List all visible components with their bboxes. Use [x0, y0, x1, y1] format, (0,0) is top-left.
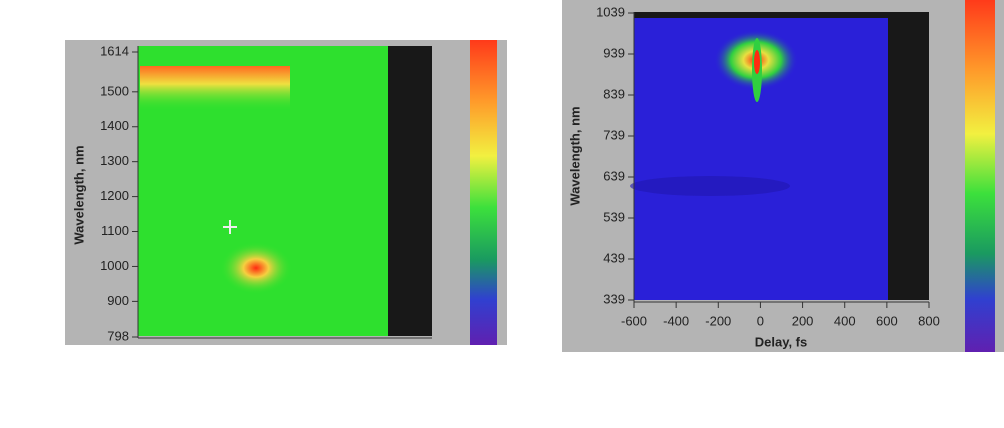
- dark-region: [388, 46, 432, 336]
- x-tick-label: -600: [621, 313, 647, 328]
- y-tick-label: 1100: [101, 223, 129, 238]
- y-tick-label: 1039: [596, 4, 625, 19]
- y-tick-label: 839: [603, 86, 625, 101]
- y-tick-label: 339: [603, 291, 625, 306]
- y-tick-label: 1400: [100, 118, 129, 133]
- y-tick-label: 739: [603, 127, 625, 142]
- heat-feature: [754, 50, 760, 74]
- y-axis-label: Wavelength, nm: [71, 145, 86, 244]
- x-axis-label: Delay, fs: [755, 334, 808, 349]
- y-tick-label: 1500: [100, 83, 129, 98]
- y-tick-label: 1000: [100, 258, 129, 273]
- x-tick-label: 600: [876, 313, 898, 328]
- y-tick-label: 939: [603, 45, 625, 60]
- y-axis-label: Wavelength, nm: [567, 106, 582, 205]
- x-tick-label: -200: [705, 313, 731, 328]
- y-tick-label: 539: [603, 209, 625, 224]
- x-tick-label: 400: [834, 313, 856, 328]
- heat-feature: [140, 66, 290, 111]
- x-tick-label: 800: [918, 313, 940, 328]
- x-tick-label: 0: [757, 313, 764, 328]
- y-tick-label: 639: [603, 168, 625, 183]
- x-tick-label: -400: [663, 313, 689, 328]
- y-tick-label: 1200: [100, 188, 129, 203]
- heat-feature: [220, 242, 292, 294]
- colorbar: [470, 40, 497, 345]
- heat-feature: [630, 176, 790, 196]
- y-tick-label: 798: [107, 328, 129, 343]
- y-tick-label: 1614: [100, 43, 129, 58]
- y-tick-label: 900: [107, 293, 129, 308]
- y-tick-label: 439: [603, 250, 625, 265]
- x-tick-label: 200: [792, 313, 814, 328]
- y-tick-label: 1300: [100, 153, 129, 168]
- cursor: [223, 220, 237, 234]
- colorbar: [965, 0, 995, 352]
